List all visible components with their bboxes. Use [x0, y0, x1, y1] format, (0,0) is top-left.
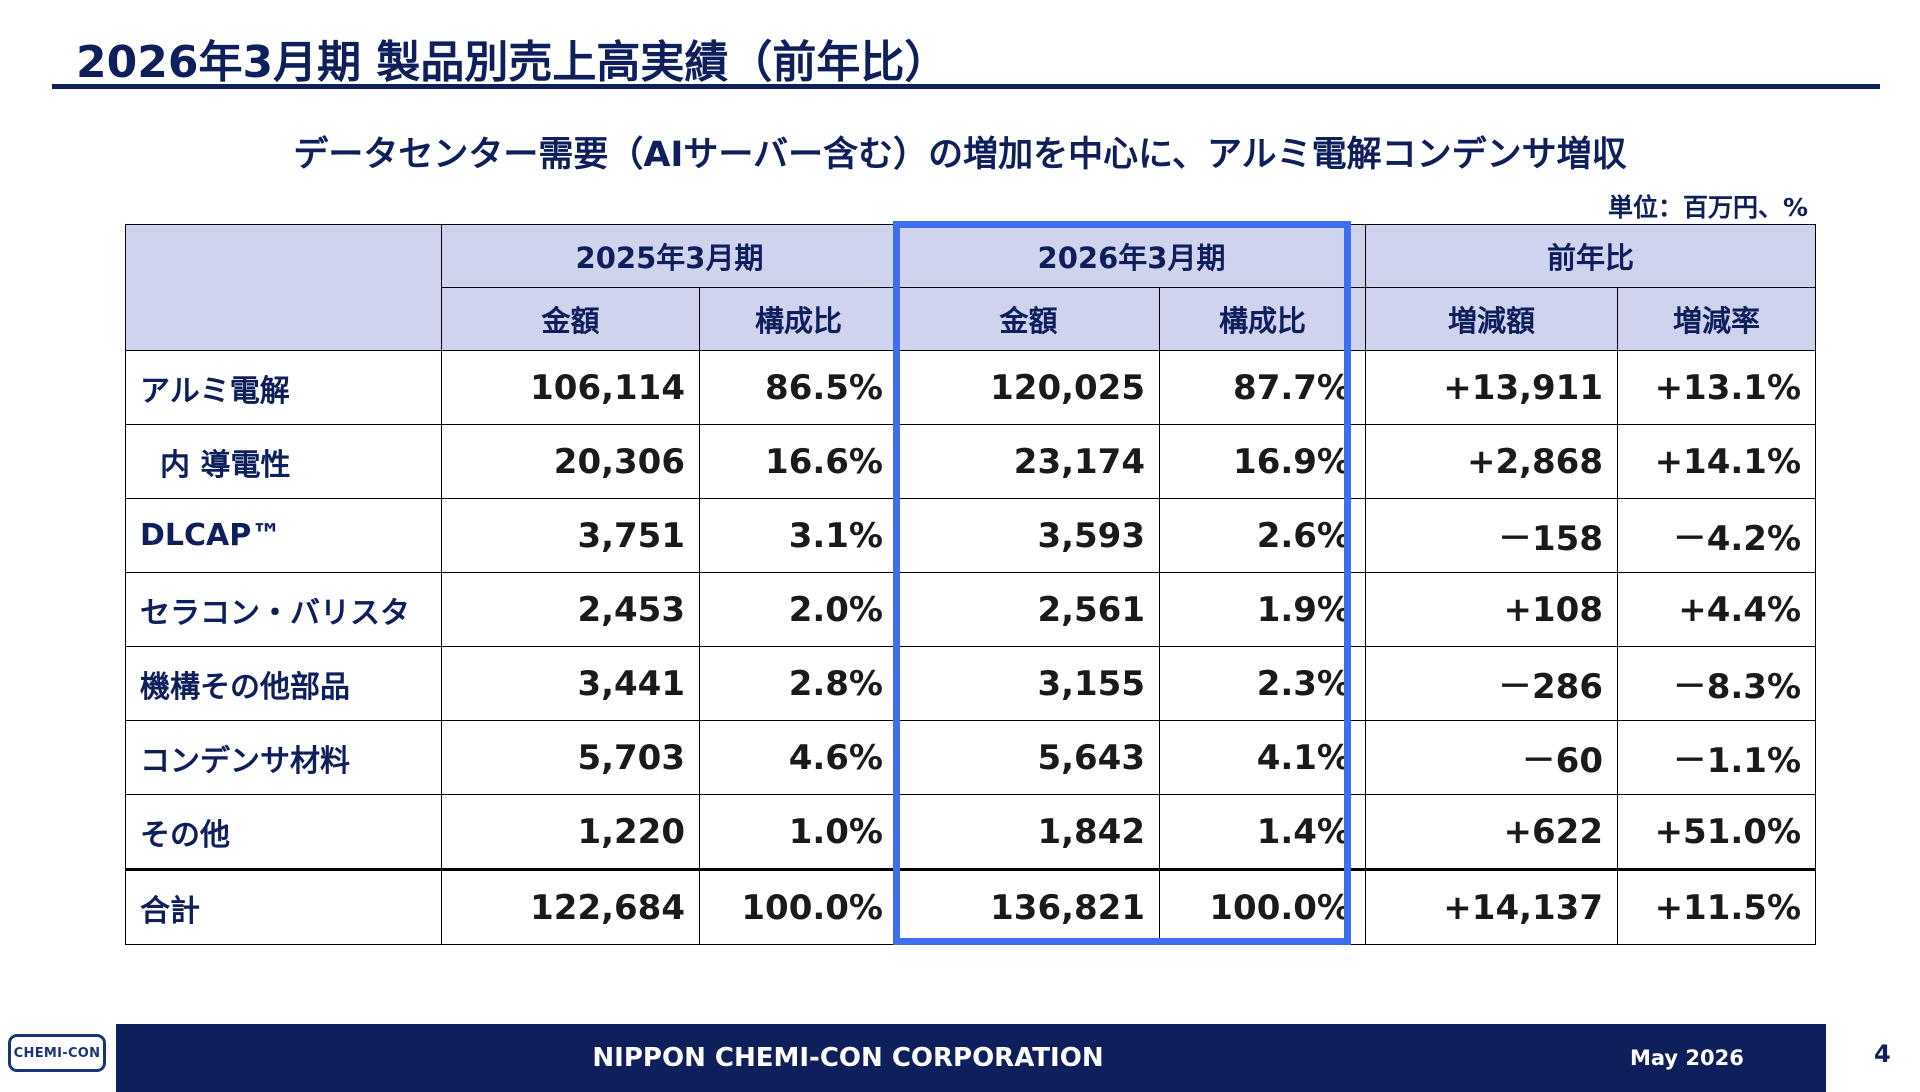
amount-fy2026-cell: 5,643	[897, 720, 1160, 795]
row-label: 内 導電性	[125, 424, 442, 499]
share-fy2026-cell: 1.4%	[1159, 794, 1366, 870]
period-header-fy2026: 2026年3月期	[897, 224, 1366, 288]
change-rate-cell: +51.0%	[1616, 794, 1817, 870]
sub-header-amount-fy2026: 金額	[897, 287, 1160, 351]
sub-header-share-fy2026: 構成比	[1159, 287, 1366, 351]
table-row: コンデンサ材料 5,703 4.6% 5,643 4.1% －60 －1.1%	[125, 720, 1817, 795]
change-rate-cell: +13.1%	[1616, 350, 1817, 425]
change-amount-cell: －286	[1365, 646, 1618, 721]
sub-header-amount-fy2025: 金額	[441, 287, 700, 351]
sub-header-share-fy2025: 構成比	[699, 287, 898, 351]
sales-by-product-table: 2025年3月期 2026年3月期 前年比 金額 構成比 金額 構成比 増減額 …	[125, 224, 1817, 945]
amount-fy2026-cell: 23,174	[897, 424, 1160, 499]
share-fy2025-cell: 2.8%	[699, 646, 898, 721]
table-row: アルミ電解 106,114 86.5% 120,025 87.7% +13,91…	[125, 350, 1817, 425]
row-label: セラコン・バリスタ	[125, 572, 442, 647]
change-rate-cell: －4.2%	[1616, 498, 1817, 573]
amount-fy2025-cell: 5,703	[441, 720, 700, 795]
change-rate-cell: －8.3%	[1616, 646, 1817, 721]
period-header-yoy: 前年比	[1364, 224, 1817, 288]
share-fy2025-cell: 1.0%	[699, 794, 898, 870]
change-amount-cell: +13,911	[1365, 350, 1618, 425]
corner-header-cell	[125, 224, 442, 351]
total-row: 合計 122,684 100.0% 136,821 100.0% +14,137…	[125, 868, 1817, 945]
share-fy2026-cell: 16.9%	[1159, 424, 1366, 499]
change-amount-cell: －60	[1365, 720, 1618, 795]
share-fy2025-cell: 2.0%	[699, 572, 898, 647]
share-fy2026-cell: 2.6%	[1159, 498, 1366, 573]
amount-fy2026-cell: 3,593	[897, 498, 1160, 573]
footer-date: May 2026	[1630, 1046, 1744, 1070]
change-amount-cell: +2,868	[1365, 424, 1618, 499]
row-label: 機構その他部品	[125, 646, 442, 721]
sub-header-row: 金額 構成比 金額 構成比 増減額 増減率	[126, 287, 1817, 351]
amount-fy2026-cell: 3,155	[897, 646, 1160, 721]
share-fy2026-cell: 87.7%	[1159, 350, 1366, 425]
amount-fy2025-cell: 1,220	[441, 794, 700, 870]
share-fy2025-cell: 86.5%	[699, 350, 898, 425]
table-row: 内 導電性 20,306 16.6% 23,174 16.9% +2,868 +…	[125, 424, 1817, 499]
amount-fy2025-cell: 122,684	[441, 868, 700, 945]
amount-fy2026-cell: 2,561	[897, 572, 1160, 647]
title-underline	[52, 84, 1880, 89]
row-label: その他	[125, 794, 442, 870]
period-header-fy2025: 2025年3月期	[441, 224, 898, 288]
sub-header-change-rate: 増減率	[1616, 287, 1817, 351]
unit-note: 単位：百万円、%	[1607, 193, 1808, 222]
change-rate-cell: +4.4%	[1616, 572, 1817, 647]
row-label: 合計	[125, 868, 442, 945]
amount-fy2026-cell: 136,821	[897, 868, 1160, 945]
logo-text: CHEMI-CON	[13, 1045, 101, 1061]
share-fy2025-cell: 100.0%	[699, 868, 898, 945]
amount-fy2025-cell: 20,306	[441, 424, 700, 499]
amount-fy2025-cell: 3,751	[441, 498, 700, 573]
change-rate-cell: +14.1%	[1616, 424, 1817, 499]
amount-fy2025-cell: 3,441	[441, 646, 700, 721]
change-rate-cell: －1.1%	[1616, 720, 1817, 795]
page-number: 4	[1874, 1040, 1891, 1068]
share-fy2025-cell: 4.6%	[699, 720, 898, 795]
sub-header-change-amount: 増減額	[1365, 287, 1618, 351]
change-amount-cell: +622	[1365, 794, 1618, 870]
share-fy2026-cell: 4.1%	[1159, 720, 1366, 795]
page-title: 2026年3月期 製品別売上高実績（前年比）	[76, 37, 949, 88]
table-row: 機構その他部品 3,441 2.8% 3,155 2.3% －286 －8.3%	[125, 646, 1817, 721]
chemi-con-logo: CHEMI-CON	[8, 1034, 106, 1072]
change-amount-cell: +108	[1365, 572, 1618, 647]
footer-bar: NIPPON CHEMI-CON CORPORATION May 2026	[116, 1024, 1826, 1092]
footer-company-name: NIPPON CHEMI-CON CORPORATION	[592, 1043, 1104, 1073]
amount-fy2026-cell: 120,025	[897, 350, 1160, 425]
share-fy2026-cell: 2.3%	[1159, 646, 1366, 721]
change-rate-cell: +11.5%	[1616, 868, 1817, 945]
table-row: その他 1,220 1.0% 1,842 1.4% +622 +51.0%	[125, 794, 1817, 870]
share-fy2026-cell: 100.0%	[1159, 868, 1366, 945]
amount-fy2025-cell: 106,114	[441, 350, 700, 425]
row-label: コンデンサ材料	[125, 720, 442, 795]
table-row: セラコン・バリスタ 2,453 2.0% 2,561 1.9% +108 +4.…	[125, 572, 1817, 647]
row-label: アルミ電解	[125, 350, 442, 425]
share-fy2025-cell: 16.6%	[699, 424, 898, 499]
share-fy2025-cell: 3.1%	[699, 498, 898, 573]
period-header-row: 2025年3月期 2026年3月期 前年比	[125, 224, 1817, 351]
change-amount-cell: +14,137	[1365, 868, 1618, 945]
amount-fy2025-cell: 2,453	[441, 572, 700, 647]
change-amount-cell: －158	[1365, 498, 1618, 573]
amount-fy2026-cell: 1,842	[897, 794, 1160, 870]
share-fy2026-cell: 1.9%	[1159, 572, 1366, 647]
slide-subtitle: データセンター需要（AIサーバー含む）の増加を中心に、アルミ電解コンデンサ増収	[293, 135, 1627, 175]
table-row: DLCAP™ 3,751 3.1% 3,593 2.6% －158 －4.2%	[125, 498, 1817, 573]
row-label: DLCAP™	[125, 498, 442, 573]
